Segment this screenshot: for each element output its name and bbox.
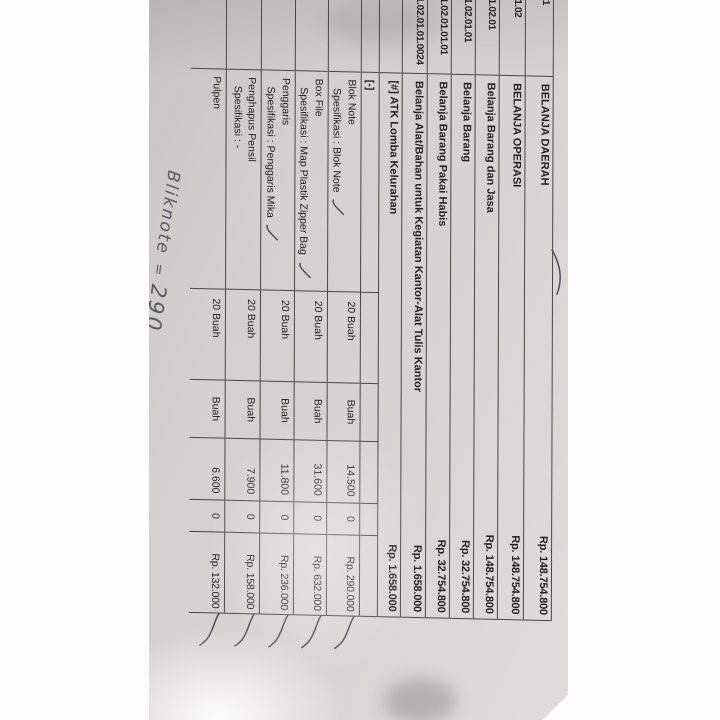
description-cell: Box FileSpesifikasi : Map Plastik Zipper… (295, 70, 328, 291)
amount-value: Rp. 148.754.800 (537, 536, 549, 620)
account-description: BELANJA OPERASI (510, 83, 522, 187)
paper-sheet: 1Rp. 148.754.800BELANJA DAERAH1.02Rp. 14… (149, 0, 568, 720)
pen-swoosh (548, 248, 566, 296)
item-spec: Spesifikasi : Map Plastik Zipper Bag (296, 78, 312, 290)
item-spec: Spesifikasi : - (230, 77, 245, 289)
description-cell: Penghapus PensilSpesifikasi : - (226, 69, 261, 290)
pen-swoosh (298, 261, 311, 279)
handwriting-word: Bliknote (152, 169, 184, 256)
account-description: Belanja Barang Pakai Habis (436, 81, 449, 226)
account-code-cell: 1 (526, 0, 553, 76)
account-description: Belanja Alat/Bahan untuk Kegiatan Kantor… (412, 81, 425, 392)
item-spec-text: Spesifikasi : - (232, 86, 244, 149)
coefficient-cell (361, 292, 378, 383)
description-cell: Rp. 148.754.800 BELANJA OPERASI (498, 75, 525, 621)
description-cell: Rp. 148.754.800 Belanja Barang dan Jasa (474, 74, 499, 620)
coefficient-cell: 20 Buah (226, 289, 260, 381)
account-code-cell (262, 0, 295, 70)
amount-value: Rp. 148.754.800 (509, 535, 521, 619)
account-code-cell (191, 0, 226, 69)
account-code-cell (380, 0, 402, 73)
item-title: Penggaris (278, 78, 293, 290)
item-title: Box File (311, 79, 326, 291)
item-spec-text: Spesifikasi : Blok Note (330, 88, 342, 193)
handwriting-note: Bliknote = 290 (140, 169, 187, 335)
item-title: Pulpen (209, 76, 224, 288)
handwriting-number: 290 (140, 283, 171, 335)
item-spec-text: Spesifikasi : Map Plastik Zipper Bag (297, 87, 310, 255)
photo-background: 1Rp. 148.754.800BELANJA DAERAH1.02Rp. 14… (0, 0, 720, 720)
account-code-cell: 1.02.01.01.0024 (403, 0, 427, 73)
description-cell: PenggarisSpesifikasi : Penggaris Mika (261, 69, 295, 290)
unit-cell: Buah (190, 379, 225, 438)
description-cell: Rp. 32.754.800 Belanja Barang Pakai Habis (426, 73, 451, 619)
coefficient-cell: 20 Buah (261, 289, 294, 381)
account-code-cell: 1.02.01.01 (452, 0, 475, 74)
handwriting-equals: = (150, 262, 168, 276)
pen-swoosh (265, 224, 278, 242)
item-spec: Spesifikasi : Penggaris Mika (263, 77, 279, 289)
account-code-cell (227, 0, 261, 69)
marker-label: [-] (362, 80, 377, 292)
coefficient-cell: 20 Buah (190, 288, 225, 380)
description-cell: [-] (361, 72, 379, 292)
pen-swoosh (331, 198, 344, 216)
amount-value: Rp. 32.754.800 (459, 540, 471, 618)
item-spec-text: Spesifikasi : Penggaris Mika (264, 86, 276, 218)
paper-smudge (384, 678, 456, 720)
table-row: 1.02.01 Rp. 148.754.800 Belanja Barang dan… (474, 0, 500, 620)
account-code-cell: 1.02.01.01.01 (428, 0, 451, 74)
amount-value: Rp. 148.754.800 (483, 535, 495, 619)
account-description: Belanja Barang (460, 82, 472, 162)
table-row: 1.02.01.01 Rp. 32.754.800 Belanja Barang (450, 0, 476, 619)
unit-cell: Buah (226, 380, 260, 439)
description-cell: Blok NoteSpesifikasi : Blok Note (328, 71, 361, 292)
account-code-cell: 1.02 (500, 0, 525, 75)
coefficient-cell: 20 Buah (295, 290, 327, 382)
account-code-cell: 1.02.01 (476, 0, 499, 75)
account-code-cell (329, 0, 361, 72)
account-description: [#] ATK Lomba Kelurahan (387, 80, 399, 214)
item-spec: Spesifikasi : Blok Note (329, 79, 345, 291)
table-row: 1 Rp. 148.754.800 BELANJA DAERAH (524, 0, 554, 621)
account-code-cell (296, 0, 328, 71)
table-row: 1.02 Rp. 148.754.800 BELANJA OPERASI (498, 0, 526, 620)
item-title: Penghapus Pensil (244, 77, 259, 289)
description-cell: Rp. 32.754.800 Belanja Barang (450, 74, 475, 620)
account-description: BELANJA DAERAH (538, 84, 550, 186)
table-row: 1.02.01.01.01 Rp. 32.754.800 Belanja Baran… (426, 0, 452, 619)
item-title: Blok Note (344, 79, 359, 291)
coefficient-cell: 20 Buah (328, 291, 360, 383)
description-cell: Pulpen (190, 68, 226, 289)
account-code-cell (362, 0, 379, 72)
account-description: Belanja Barang dan Jasa (484, 82, 496, 213)
description-cell: Rp. 148.754.800 BELANJA DAERAH (524, 75, 553, 621)
amount-value: Rp. 32.754.800 (435, 539, 447, 617)
